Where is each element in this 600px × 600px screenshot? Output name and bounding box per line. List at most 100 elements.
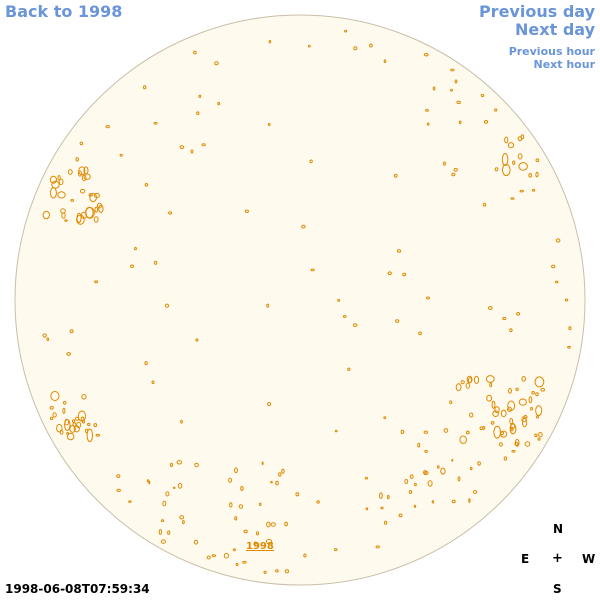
compass-south-label: S [553,582,562,596]
contour-mark [49,175,58,184]
contour-mark [531,188,536,192]
contour-mark [555,238,561,243]
contour-mark [551,264,556,269]
contour-mark [528,396,533,404]
contour-mark [352,323,358,328]
contour-mark [450,68,455,72]
contour-mark [77,410,87,422]
contour-mark [515,387,519,391]
contour-mark [42,210,50,220]
contour-mark [425,109,429,112]
contour-mark [180,419,183,424]
contour-mark [396,249,402,253]
contour-mark [211,554,217,557]
contour-mark [162,500,167,507]
contour-mark [176,460,183,465]
contour-mark [469,412,474,418]
contour-mark [365,507,369,511]
contour-mark [460,380,465,385]
contour-mark [489,382,493,388]
contour-mark [467,377,473,384]
contour-mark [88,193,93,197]
contour-mark [198,94,202,99]
contour-mark [488,306,493,310]
contour-mark [490,421,495,425]
contour-mark [238,504,244,509]
contour-mark [50,391,60,401]
contour-mark [119,153,123,157]
contour-mark [295,492,300,497]
year-link[interactable]: 1998 [246,541,274,552]
contour-mark [418,331,423,336]
compass-center-icon: + [552,551,563,566]
contour-mark [398,513,403,518]
contour-mark [517,136,523,142]
contour-mark [201,143,206,147]
contour-mark [473,375,480,384]
contour-mark [437,465,440,469]
contour-mark [465,382,470,389]
contour-mark [195,338,199,342]
contour-mark [432,86,436,91]
contour-mark [158,529,162,535]
contour-mark [540,387,546,392]
contour-mark [168,211,173,215]
contour-mark [116,474,121,479]
contour-mark [58,178,64,186]
previous-day-link[interactable]: Previous day [478,2,595,21]
contour-mark [67,432,75,441]
contour-mark [511,450,516,453]
contour-mark [229,502,233,508]
contour-mark [265,538,273,545]
contour-mark [535,171,539,178]
contour-mark [281,468,285,474]
contour-mark [177,483,183,489]
contour-mark [535,392,539,397]
contour-mark [214,61,219,66]
contour-mark [154,260,158,265]
contour-mark [440,467,446,475]
previous-hour-link[interactable]: Previous hour [508,45,595,58]
contour-mark [266,303,270,308]
contour-mark [70,199,75,202]
contour-mark [534,433,538,438]
contour-mark [234,467,238,474]
contour-mark [492,410,499,418]
contour-mark [498,442,503,447]
contour-mark [334,429,338,433]
contour-mark [153,122,158,125]
contour-mark [232,548,236,552]
contour-mark [500,409,507,418]
contour-mark [261,461,264,466]
back-to-year-link[interactable]: Back to 1998 [5,2,123,21]
contour-mark [528,173,533,178]
contour-mark [426,296,430,300]
contour-mark [49,187,57,199]
contour-mark [383,520,388,525]
contour-mark [413,504,417,508]
contour-mark [459,435,468,444]
contour-mark [337,299,341,302]
contour-mark [408,490,413,494]
contour-mark [530,406,533,411]
contour-mark [458,120,462,125]
contour-mark [151,380,155,385]
magnetic-contours [42,29,572,574]
contour-mark [344,29,348,33]
contour-mark [524,441,531,447]
contour-mark [450,88,453,92]
contour-mark [518,162,528,171]
contour-mark [409,474,414,480]
contour-mark [424,449,428,453]
contour-mark [59,429,64,435]
contour-mark [49,406,54,410]
contour-mark [243,529,248,534]
contour-mark [258,502,262,506]
solar-disk [14,14,586,586]
contour-mark [164,303,170,308]
contour-mark [483,120,489,124]
contour-mark [301,224,306,229]
next-day-link[interactable]: Next day [515,20,595,39]
contour-mark [98,204,104,214]
next-hour-link[interactable]: Next hour [533,58,596,71]
